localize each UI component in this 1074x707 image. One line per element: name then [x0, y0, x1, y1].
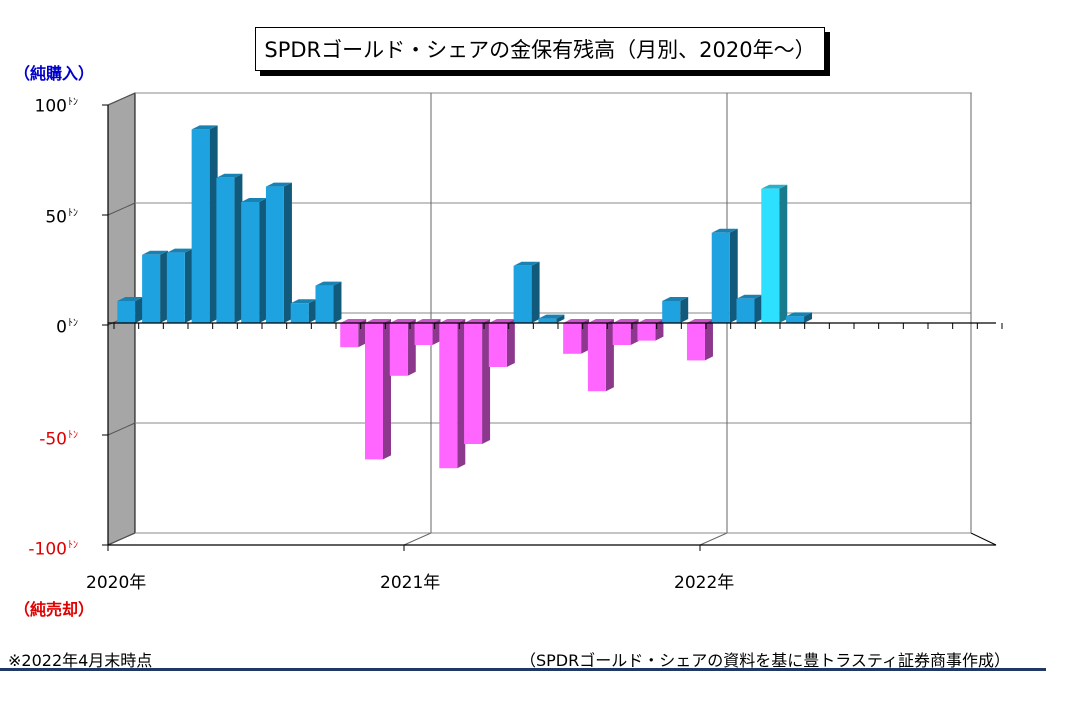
bar-20	[612, 319, 639, 345]
bar-1	[142, 250, 169, 323]
bar-27	[786, 312, 813, 323]
bar-17	[538, 314, 565, 323]
bar-22	[662, 297, 689, 323]
floor	[107, 532, 997, 546]
bar-16	[513, 261, 540, 323]
bar-15	[488, 319, 515, 367]
ytick-50: 50ﾄﾝ	[45, 207, 78, 228]
net-sell-label: （純売却）	[14, 600, 95, 619]
chart-title: SPDRゴールド・シェアの金保有残高（月別、2020年～）	[255, 27, 825, 71]
net-buy-label: （純購入）	[14, 64, 95, 83]
bar-23	[686, 319, 713, 361]
gridline-side-3	[107, 422, 136, 436]
source-note: （SPDRゴールド・シェアの資料を基に豊トラスティ証券商事作成）	[520, 651, 1010, 670]
bar-3	[191, 125, 218, 324]
bar-8	[315, 281, 342, 323]
gridline-side-0	[107, 92, 136, 106]
ytick-minus-50: -50ﾄﾝ	[39, 429, 78, 450]
footnote: ※2022年4月末時点	[8, 651, 153, 670]
bar-18	[563, 319, 590, 354]
bottom-rule	[0, 668, 1046, 671]
bar-4	[216, 173, 243, 323]
bar-19	[587, 319, 614, 392]
bar-11	[389, 319, 416, 376]
bar-13	[439, 319, 466, 469]
xlabel-2021: 2021年	[380, 573, 441, 593]
bar-7	[290, 299, 317, 323]
bar-12	[414, 319, 441, 345]
xlabel-2022: 2022年	[674, 573, 735, 593]
bar-21	[637, 319, 664, 341]
ytick-100: 100ﾄﾝ	[34, 96, 78, 117]
gridline-floor-1	[403, 532, 432, 546]
gridline-side-4	[107, 532, 136, 546]
gridline-floor-2	[699, 532, 728, 546]
ytick-minus-100: -100ﾄﾝ	[28, 539, 78, 560]
bar-2	[166, 248, 193, 323]
bar-10	[365, 319, 391, 460]
bar-6	[265, 182, 292, 323]
bar-25	[736, 294, 763, 323]
bar-24	[711, 228, 738, 323]
bar-0	[117, 297, 144, 323]
bar-5	[241, 198, 268, 323]
ytick-0: 0ﾄﾝ	[56, 317, 78, 338]
bar-26	[761, 184, 788, 323]
gridline-side-1	[107, 202, 136, 216]
xlabel-2020: 2020年	[86, 573, 147, 593]
bar-14	[464, 319, 491, 444]
